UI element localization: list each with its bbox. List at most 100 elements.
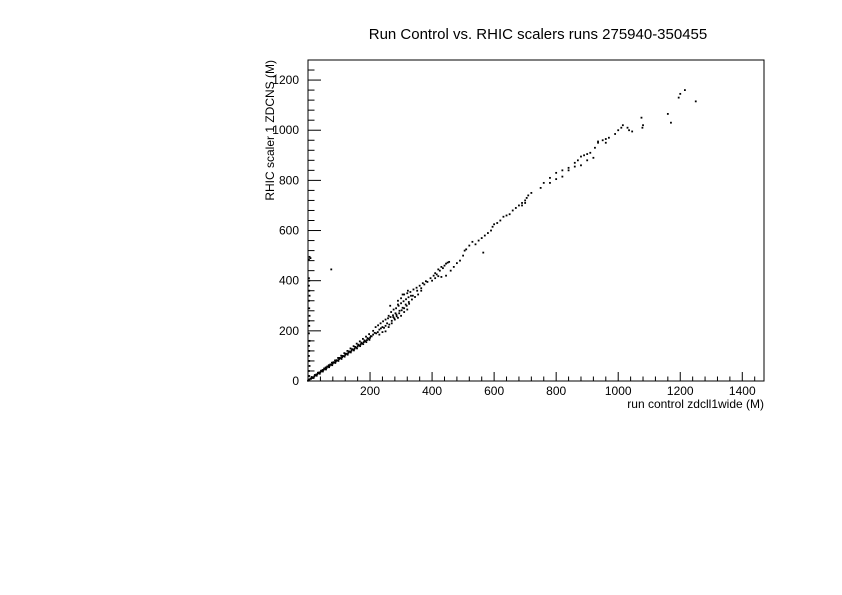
data-point: [440, 265, 443, 268]
data-point: [381, 331, 384, 333]
data-point: [395, 313, 398, 316]
data-point: [452, 265, 455, 268]
data-point: [395, 307, 397, 310]
data-point: [384, 330, 387, 333]
data-point: [315, 374, 318, 377]
data-point: [341, 356, 344, 359]
data-point: [364, 340, 367, 343]
data-point: [320, 369, 322, 372]
y-tick-label: 200: [279, 324, 299, 338]
data-point: [406, 292, 409, 295]
data-point: [390, 322, 393, 325]
y-tick-label: 1000: [272, 123, 299, 137]
data-point: [409, 291, 412, 293]
data-point: [314, 374, 317, 377]
data-point: [378, 333, 381, 336]
data-point: [477, 239, 480, 242]
data-point: [502, 215, 505, 218]
data-point: [406, 289, 409, 292]
data-point: [335, 359, 338, 362]
data-point: [344, 354, 347, 356]
data-point: [387, 326, 390, 328]
data-point: [321, 369, 324, 371]
data-point: [403, 293, 406, 296]
data-point: [392, 308, 395, 311]
data-point: [358, 340, 361, 343]
data-point: [417, 293, 420, 296]
x-tick-label: 600: [484, 384, 504, 398]
data-point: [580, 155, 582, 158]
data-point: [411, 294, 414, 297]
data-point: [583, 154, 585, 157]
data-point: [530, 192, 533, 194]
data-point: [333, 361, 336, 364]
y-tick-label: 1200: [272, 73, 299, 87]
data-point: [313, 374, 316, 376]
data-point: [326, 365, 329, 368]
data-point: [335, 360, 337, 363]
data-point: [389, 304, 392, 307]
data-point: [308, 344, 310, 347]
data-point: [397, 304, 400, 307]
data-point: [410, 294, 412, 297]
data-point: [310, 376, 313, 378]
data-point: [508, 213, 511, 216]
data-point: [437, 268, 440, 271]
data-point: [350, 349, 353, 352]
data-point: [398, 309, 401, 312]
data-point: [349, 351, 352, 354]
data-point: [407, 301, 410, 303]
data-point: [381, 326, 384, 328]
data-point: [437, 275, 440, 278]
y-tick-label: 800: [279, 173, 299, 187]
data-point: [397, 303, 399, 306]
data-point: [349, 347, 352, 350]
y-tick-label: 0: [292, 374, 299, 388]
data-point: [626, 126, 629, 129]
data-point: [400, 297, 402, 300]
data-point: [329, 363, 332, 366]
data-point: [573, 165, 576, 168]
data-point: [308, 360, 311, 362]
data-point: [431, 279, 433, 282]
data-point: [377, 324, 380, 327]
data-point: [420, 287, 423, 290]
data-point: [415, 286, 418, 289]
data-point: [324, 368, 326, 370]
data-point: [445, 262, 447, 265]
data-point: [586, 159, 589, 162]
data-point: [363, 339, 366, 342]
data-point: [567, 166, 570, 169]
data-point: [309, 377, 312, 380]
data-point: [356, 347, 358, 350]
data-point: [400, 302, 402, 305]
data-point: [592, 156, 595, 159]
data-point: [607, 136, 610, 139]
data-point: [348, 351, 351, 353]
x-tick-label: 1000: [605, 384, 632, 398]
data-point: [491, 225, 494, 228]
data-point: [589, 151, 592, 154]
data-point: [412, 288, 415, 291]
data-point: [511, 209, 514, 212]
data-point: [434, 272, 437, 275]
data-point: [384, 324, 387, 327]
data-point: [493, 223, 496, 226]
data-point: [442, 267, 444, 270]
data-point: [362, 337, 364, 340]
data-point: [379, 327, 382, 330]
data-point: [621, 124, 624, 127]
data-point: [561, 175, 564, 178]
data-point: [323, 367, 326, 370]
data-point: [339, 357, 342, 360]
data-point: [340, 358, 343, 360]
data-point: [359, 345, 362, 348]
data-point: [372, 333, 375, 336]
data-point: [328, 364, 331, 367]
data-point: [386, 322, 389, 325]
data-point: [597, 140, 599, 143]
data-point: [359, 343, 362, 346]
data-point: [369, 335, 372, 338]
data-point: [487, 232, 489, 234]
data-point: [445, 274, 447, 277]
